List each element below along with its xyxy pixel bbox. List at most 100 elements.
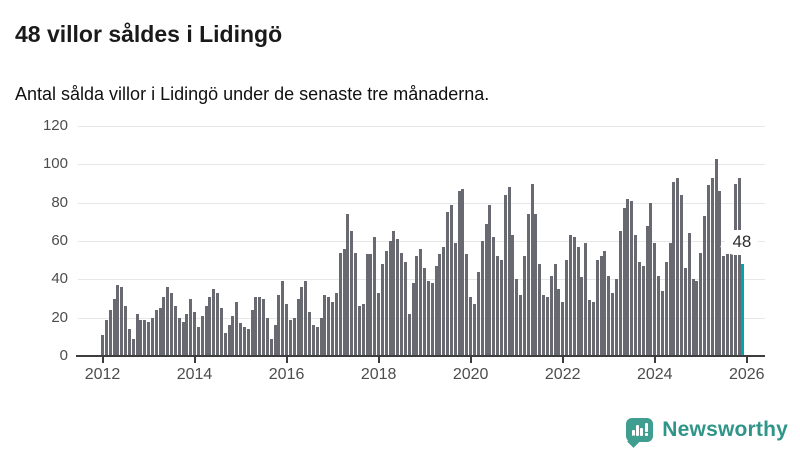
bar	[683, 267, 687, 356]
bar	[449, 204, 453, 356]
bar	[580, 277, 584, 356]
bar	[691, 279, 695, 356]
bar	[622, 208, 626, 356]
page-title: 48 villor såldes i Lidingö	[15, 21, 283, 48]
gridline	[78, 126, 765, 127]
bar	[250, 310, 254, 356]
bar	[170, 292, 174, 356]
bar	[649, 202, 653, 356]
bar	[108, 310, 112, 356]
bar	[419, 248, 423, 356]
bar	[219, 308, 223, 356]
bar	[354, 252, 358, 356]
x-axis-tick	[745, 357, 748, 363]
bar	[231, 315, 235, 356]
bar	[342, 248, 346, 356]
bar	[288, 319, 292, 356]
bar	[526, 214, 530, 356]
bar	[181, 321, 185, 356]
bar	[177, 317, 181, 356]
x-axis-line	[76, 355, 765, 357]
gridline	[78, 202, 765, 204]
bar	[173, 306, 177, 356]
x-axis-tick	[101, 357, 104, 363]
logo-bar-3	[640, 428, 644, 436]
logo-exclamation-stem	[645, 423, 649, 432]
x-axis-label: 2012	[84, 366, 121, 383]
bar	[668, 242, 672, 356]
bar	[733, 183, 737, 356]
bar	[657, 275, 661, 356]
bar	[262, 298, 266, 356]
bar	[488, 204, 492, 356]
bar	[411, 283, 415, 356]
logo-bar-2	[636, 425, 640, 436]
bar	[722, 256, 726, 356]
bar	[664, 262, 668, 356]
bar	[706, 185, 710, 356]
bar	[292, 317, 296, 356]
bar	[603, 250, 607, 356]
bar	[204, 306, 208, 356]
y-axis-label: 100	[42, 155, 68, 173]
bar	[492, 237, 496, 356]
bar	[154, 310, 158, 356]
bar	[112, 298, 116, 356]
bar	[515, 279, 519, 356]
bar	[373, 237, 377, 356]
bar	[124, 306, 127, 356]
x-axis-label: 2020	[452, 366, 489, 383]
x-axis-label: 2024	[636, 366, 673, 383]
bar	[710, 177, 714, 356]
bar	[304, 281, 308, 356]
bar	[189, 298, 193, 356]
bar	[319, 317, 323, 356]
bar	[216, 292, 220, 356]
bar	[334, 292, 338, 356]
bar	[193, 311, 197, 356]
bar	[442, 246, 446, 356]
bar	[522, 256, 526, 356]
bar	[484, 223, 488, 356]
bar	[496, 256, 499, 356]
x-axis-label: 2016	[268, 366, 305, 383]
bar	[143, 319, 147, 356]
bar	[212, 288, 216, 356]
bar	[403, 262, 407, 356]
bar	[384, 250, 388, 356]
newsworthy-bubble-chart-icon	[626, 418, 654, 442]
bar	[457, 191, 461, 356]
bar	[737, 177, 741, 356]
bar	[461, 189, 465, 356]
bar	[599, 256, 603, 356]
bar	[227, 325, 231, 356]
y-axis-label: 20	[51, 308, 68, 326]
bar	[131, 338, 135, 356]
y-axis-label: 0	[59, 347, 68, 364]
logo-exclamation-dot	[645, 433, 649, 436]
bar	[407, 313, 411, 356]
bar	[676, 177, 680, 356]
x-axis-label: 2018	[360, 366, 397, 383]
bar	[718, 191, 722, 356]
bar	[101, 334, 104, 356]
bar	[695, 281, 699, 356]
bar	[637, 262, 641, 356]
bar	[626, 198, 630, 356]
bar	[400, 252, 404, 356]
bar	[660, 290, 664, 356]
bar	[645, 225, 649, 356]
bar	[465, 254, 469, 356]
bar	[568, 235, 572, 356]
bar	[139, 319, 143, 356]
bar	[185, 313, 189, 356]
x-axis-tick	[561, 357, 564, 363]
bar	[158, 308, 162, 356]
bar	[511, 235, 515, 356]
bar	[653, 242, 657, 356]
bar	[545, 296, 549, 356]
newsworthy-logo: Newsworthy	[626, 418, 788, 442]
x-axis-tick	[653, 357, 656, 363]
bar	[265, 317, 269, 356]
bar	[235, 302, 239, 356]
